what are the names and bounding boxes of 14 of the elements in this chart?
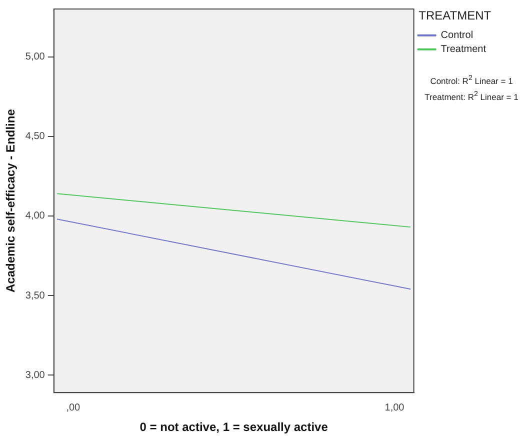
y-tick-label: 3,50: [25, 290, 46, 302]
x-axis-title: 0 = not active, 1 = sexually active: [140, 420, 328, 434]
text: Control: R$^{2}$ Linear = 1: [429, 73, 514, 88]
legend-label: Treatment: [440, 44, 486, 56]
y-tick-label: 4,00: [25, 210, 46, 222]
text: Treatment: R$^{2}$ Linear = 1: [424, 88, 520, 104]
y-tick-label: 3,00: [25, 370, 46, 381]
legend-label: Control: [440, 30, 474, 42]
y-tick-label: 5,00: [25, 52, 46, 62]
y-tick-label: 4,50: [25, 131, 46, 142]
y-axis-title: Academic self-efficacy - Endline: [4, 108, 18, 293]
legend-title: TREATMENT: [418, 8, 492, 22]
x-tick-label: 1,00: [384, 402, 405, 414]
x-tick-label: ,00: [66, 402, 81, 414]
